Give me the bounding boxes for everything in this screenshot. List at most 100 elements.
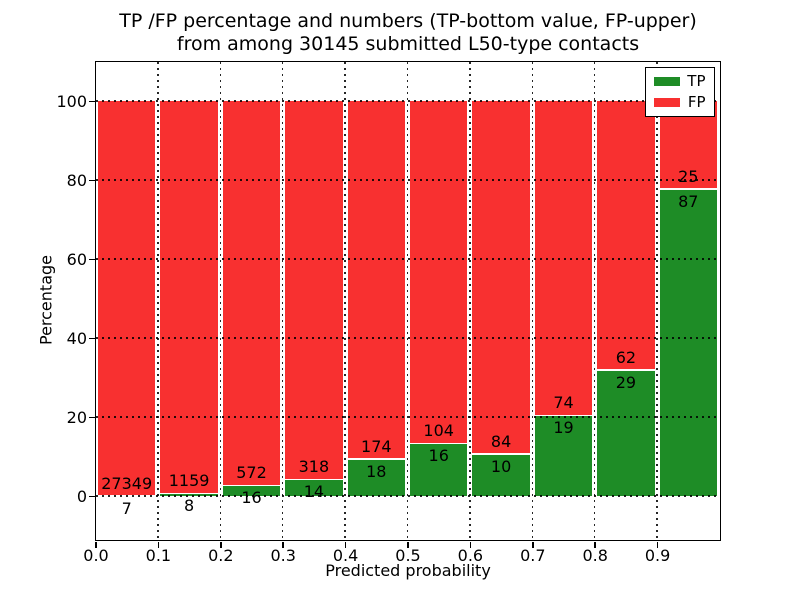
fp-bar-segment	[222, 101, 281, 486]
tp-bar-segment	[597, 370, 655, 497]
x-tick-mark	[656, 541, 659, 548]
x-tick-label: 0.9	[644, 546, 671, 565]
x-tick-label: 0.2	[208, 546, 234, 565]
gridline-horizontal	[95, 258, 720, 260]
gridline-horizontal	[95, 337, 720, 339]
fp-bar-segment	[410, 101, 468, 444]
y-tick-label: 20	[66, 408, 87, 428]
fp-count-label: 62	[615, 348, 637, 368]
y-tick-label: 0	[76, 487, 87, 507]
tp-bar-segment	[410, 443, 468, 497]
chart-title: TP /FP percentage and numbers (TP-bottom…	[96, 10, 720, 56]
gridline-vertical	[344, 61, 346, 540]
x-tick-label: 0.7	[520, 546, 546, 565]
x-tick-mark	[407, 541, 409, 548]
fp-count-label: 174	[361, 437, 392, 456]
gridline-horizontal	[95, 179, 720, 181]
x-tick-mark	[95, 541, 97, 548]
chart-title-line1: TP /FP percentage and numbers (TP-bottom…	[119, 10, 697, 32]
tp-bar-segment	[222, 485, 281, 497]
y-tick-mark	[88, 100, 95, 103]
gridline-vertical	[469, 61, 471, 540]
bar-edge	[472, 453, 530, 455]
y-tick-mark	[88, 179, 95, 182]
fp-count-label: 1159	[168, 471, 210, 491]
gridline-vertical	[219, 61, 222, 540]
gridline-vertical	[157, 61, 159, 540]
y-tick-mark	[88, 416, 95, 419]
x-tick-mark	[532, 541, 534, 548]
fp-bar-segment	[98, 101, 156, 496]
tp-count-label: 16	[428, 446, 449, 466]
tp-count-label: 29	[615, 373, 637, 393]
tp-count-label: 7	[121, 498, 132, 518]
bar-edge	[285, 478, 343, 481]
gridline-vertical	[406, 61, 409, 540]
fp-bar-segment	[347, 101, 405, 459]
fp-bar-segment	[285, 101, 343, 480]
x-tick-mark	[157, 541, 160, 548]
x-tick-label: 0.3	[270, 546, 296, 565]
tp-bar-segment	[160, 493, 218, 497]
bar-edge	[597, 369, 655, 371]
fp-count-label: 25	[678, 167, 699, 187]
x-tick-label: 0.0	[83, 546, 109, 565]
tp-count-label: 19	[553, 418, 574, 438]
tp-count-label: 8	[183, 496, 195, 516]
tp-swatch-icon	[653, 76, 680, 86]
x-tick-label: 0.6	[457, 546, 484, 565]
fp-count-label: 572	[236, 463, 267, 483]
fp-bar-segment	[534, 101, 593, 416]
tp-count-label: 16	[241, 488, 262, 508]
bar-edge	[160, 492, 218, 495]
fp-bar-segment	[597, 101, 655, 371]
x-tick-mark	[220, 541, 222, 548]
legend-item-tp: TP	[653, 71, 706, 90]
y-tick-label: 60	[66, 250, 87, 270]
y-tick-label: 100	[56, 92, 87, 111]
legend-item-fp: FP	[653, 92, 706, 111]
x-tick-label: 0.8	[582, 546, 608, 565]
legend: TP FP	[644, 66, 715, 117]
fp-count-label: 27349	[101, 473, 153, 493]
tp-bar-segment	[347, 459, 405, 497]
chart-title-line2: from among 30145 submitted L50-type cont…	[176, 33, 640, 55]
x-axis-label: Predicted probability	[325, 561, 491, 580]
fp-count-label: 104	[423, 421, 454, 441]
gridline-vertical	[281, 61, 284, 540]
plot-area: TP FP 27349 7 1159 8 572 16 318 14 174 18 104 16 84 1…	[94, 60, 721, 541]
x-tick-mark	[594, 541, 596, 548]
gridline-vertical	[593, 61, 596, 540]
bar-edge	[534, 414, 593, 417]
tp-count-label: 18	[366, 462, 387, 481]
bar-edge	[222, 484, 281, 487]
fp-swatch-icon	[653, 97, 680, 107]
bar-edge	[347, 458, 405, 460]
y-tick-mark	[88, 258, 95, 261]
bar-edge	[410, 442, 468, 445]
y-tick-label: 40	[66, 329, 87, 349]
fp-count-label: 74	[553, 393, 574, 413]
gridline-vertical	[656, 61, 658, 540]
gridline-horizontal	[95, 495, 720, 497]
tp-count-label: 87	[678, 192, 699, 212]
x-tick-mark	[344, 541, 347, 548]
fp-count-label: 84	[490, 432, 512, 452]
gridline-vertical	[531, 61, 534, 540]
x-tick-label: 0.1	[145, 546, 172, 565]
x-tick-label: 0.5	[395, 546, 421, 565]
tp-legend-label: TP	[687, 71, 706, 90]
y-tick-mark	[88, 495, 95, 498]
x-tick-mark	[469, 541, 472, 548]
tp-bar-segment	[534, 415, 593, 497]
y-tick-label: 80	[66, 171, 87, 190]
fp-legend-label: FP	[687, 92, 706, 111]
fp-count-label: 318	[298, 457, 330, 477]
gridline-horizontal	[95, 100, 720, 102]
fp-bar-segment	[160, 101, 218, 494]
tp-bar-segment	[472, 454, 530, 497]
tp-bar-segment	[659, 189, 717, 497]
fp-bar-segment	[472, 101, 530, 455]
x-tick-label: 0.4	[332, 546, 359, 565]
